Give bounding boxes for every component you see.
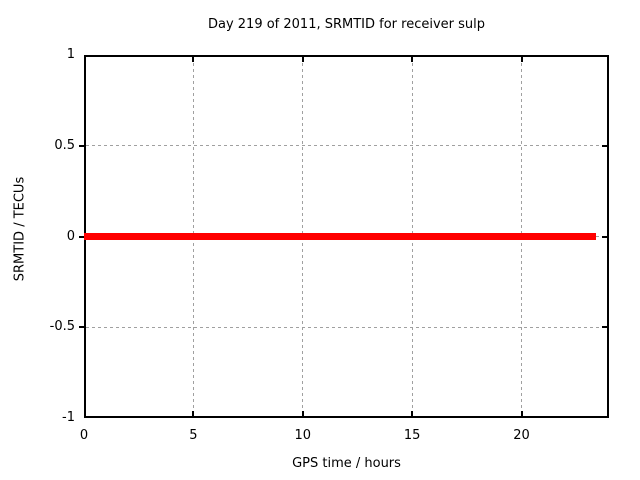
x-tick-bottom bbox=[192, 411, 195, 416]
x-tick-label: 10 bbox=[294, 428, 312, 443]
y-tick-label: 1 bbox=[66, 47, 75, 62]
x-tick-top bbox=[411, 57, 414, 62]
x-tick-label: 5 bbox=[189, 428, 198, 443]
x-axis-label: GPS time / hours bbox=[292, 456, 401, 471]
x-tick-label: 15 bbox=[403, 428, 421, 443]
y-tick-label: -0.5 bbox=[49, 319, 75, 335]
y-tick-left bbox=[79, 235, 84, 238]
y-tick-right bbox=[602, 326, 607, 329]
y-tick-label: 0.5 bbox=[54, 137, 75, 153]
x-tick-label: 20 bbox=[513, 428, 530, 443]
y-tick-right bbox=[602, 235, 607, 238]
y-tick-right bbox=[602, 144, 607, 147]
y-tick-label: 0 bbox=[66, 228, 75, 244]
x-tick-bottom bbox=[301, 411, 304, 416]
chart-title: Day 219 of 2011, SRMTID for receiver sul… bbox=[207, 17, 486, 32]
x-tick-top bbox=[192, 57, 195, 62]
x-tick-label: 0 bbox=[79, 428, 89, 443]
y-gridline bbox=[86, 326, 607, 328]
x-tick-bottom bbox=[520, 411, 523, 416]
x-tick-bottom bbox=[411, 411, 414, 416]
y-tick-left bbox=[79, 326, 84, 329]
x-tick-top bbox=[301, 57, 304, 62]
x-tick-top bbox=[520, 57, 523, 62]
y-tick-left bbox=[79, 144, 84, 147]
y-gridline bbox=[86, 145, 607, 147]
y-tick-label: -1 bbox=[62, 410, 75, 425]
series-line-srmtid bbox=[84, 233, 596, 240]
